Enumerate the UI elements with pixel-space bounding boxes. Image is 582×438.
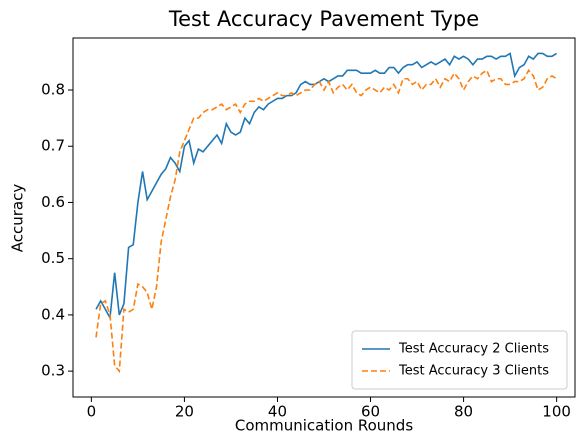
x-tick-label: 0 (87, 403, 97, 421)
x-axis-label: Communication Rounds (235, 417, 413, 435)
y-tick-label: 0.6 (41, 193, 65, 211)
chart-title: Test Accuracy Pavement Type (168, 7, 479, 31)
y-tick-label: 0.4 (41, 305, 65, 323)
x-tick-label: 40 (268, 403, 287, 421)
x-tick-label: 20 (175, 403, 194, 421)
data-line (95, 52, 558, 321)
x-tick-label: 100 (542, 403, 571, 421)
y-tick-label: 0.7 (41, 137, 65, 155)
data-line (95, 68, 558, 374)
y-tick-label: 0.3 (41, 362, 65, 380)
y-tick-label: 0.8 (41, 81, 65, 99)
y-tick-label: 0.5 (41, 249, 65, 267)
legend-box (351, 330, 568, 390)
plot-frame (72, 37, 576, 398)
x-tick-label: 80 (454, 403, 473, 421)
legend-label: Test Accuracy 3 Clients (398, 364, 549, 379)
legend-label: Test Accuracy 2 Clients (398, 342, 549, 357)
x-tick-label: 60 (361, 403, 380, 421)
y-axis-label: Accuracy (9, 184, 27, 253)
